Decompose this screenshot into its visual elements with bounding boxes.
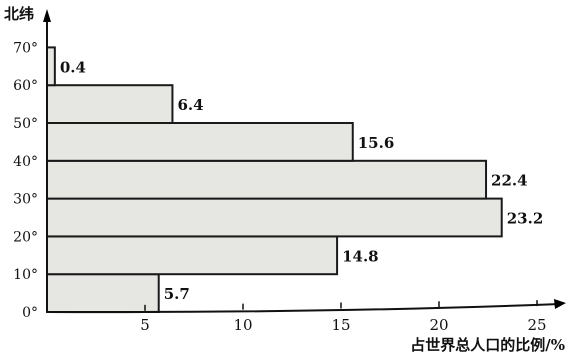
x-tick-label-4: 25 — [527, 316, 546, 334]
y-axis-arrow — [43, 9, 51, 22]
bars-layer — [46, 46, 503, 314]
bar-5 — [46, 84, 174, 124]
y-tick-label-1: 10° — [13, 267, 38, 283]
y-tick-label-2: 20° — [13, 229, 38, 245]
value-label-3: 22.4 — [491, 172, 528, 190]
y-axis-title: 北纬 — [4, 5, 34, 23]
x-tick-label-3: 20 — [429, 316, 448, 334]
value-label-0: 5.7 — [164, 285, 190, 303]
y-tick-label-4: 40° — [13, 154, 38, 170]
value-label-6: 0.4 — [60, 58, 86, 76]
x-tick-label-1: 10 — [233, 316, 252, 334]
y-tick-label-0: 0° — [22, 305, 38, 321]
bar-1 — [46, 235, 339, 276]
bar-2 — [46, 197, 503, 238]
x-axis-line — [46, 303, 561, 314]
value-label-5: 6.4 — [177, 96, 203, 114]
y-tick-label-7: 70° — [13, 40, 38, 56]
x-axis-arrow — [554, 299, 566, 309]
value-labels-layer: 5.7 14.8 23.2 22.4 15.6 6.4 0.4 — [60, 58, 543, 303]
x-tick-label-2: 15 — [331, 316, 350, 334]
axes-layer — [43, 9, 566, 314]
x-axis-title: 占世界总人口的比例/% — [410, 336, 565, 354]
y-tick-label-3: 30° — [13, 192, 38, 208]
bar-3 — [46, 159, 488, 200]
y-tick-label-6: 60° — [13, 78, 38, 94]
value-label-1: 14.8 — [342, 247, 379, 265]
bar-0 — [46, 273, 160, 314]
x-tick-label-0: 5 — [140, 316, 150, 334]
ticks-layer: 0° 10° 20° 30° 40° 50° 60° 70° 5 10 15 20 25 — [13, 40, 546, 334]
y-tick-label-5: 50° — [13, 116, 38, 132]
bar-4 — [46, 122, 354, 162]
bar-6 — [46, 46, 56, 87]
value-label-2: 23.2 — [507, 210, 544, 228]
value-label-4: 15.6 — [358, 134, 395, 152]
